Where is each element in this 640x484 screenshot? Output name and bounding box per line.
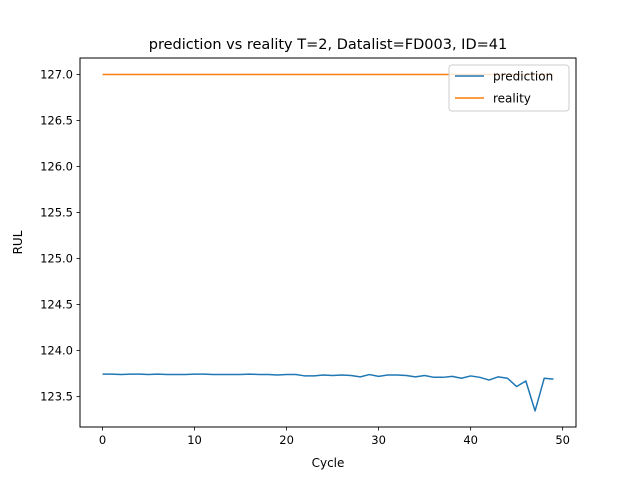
y-tick-label: 127.0 bbox=[40, 68, 73, 82]
x-axis-label: Cycle bbox=[312, 456, 345, 470]
y-tick-label: 124.0 bbox=[40, 344, 73, 358]
y-tick-label: 125.5 bbox=[40, 206, 73, 220]
legend: prediction reality bbox=[449, 65, 569, 111]
y-tick-label: 126.5 bbox=[40, 114, 73, 128]
x-tick-label: 10 bbox=[187, 433, 202, 447]
x-tick-label: 20 bbox=[279, 433, 294, 447]
chart-title: prediction vs reality T=2, Datalist=FD00… bbox=[149, 37, 507, 53]
y-axis-label: RUL bbox=[11, 230, 25, 254]
y-tick-label: 125.0 bbox=[40, 252, 73, 266]
x-tick-label: 0 bbox=[99, 433, 106, 447]
legend-label-prediction: prediction bbox=[493, 70, 553, 84]
y-tick-label: 123.5 bbox=[40, 390, 73, 404]
x-tick-label: 30 bbox=[371, 433, 386, 447]
x-tick-label: 50 bbox=[555, 433, 570, 447]
x-tick-label: 40 bbox=[463, 433, 478, 447]
y-tick-label: 126.0 bbox=[40, 160, 73, 174]
y-tick-label: 124.5 bbox=[40, 298, 73, 312]
legend-label-reality: reality bbox=[493, 92, 531, 106]
